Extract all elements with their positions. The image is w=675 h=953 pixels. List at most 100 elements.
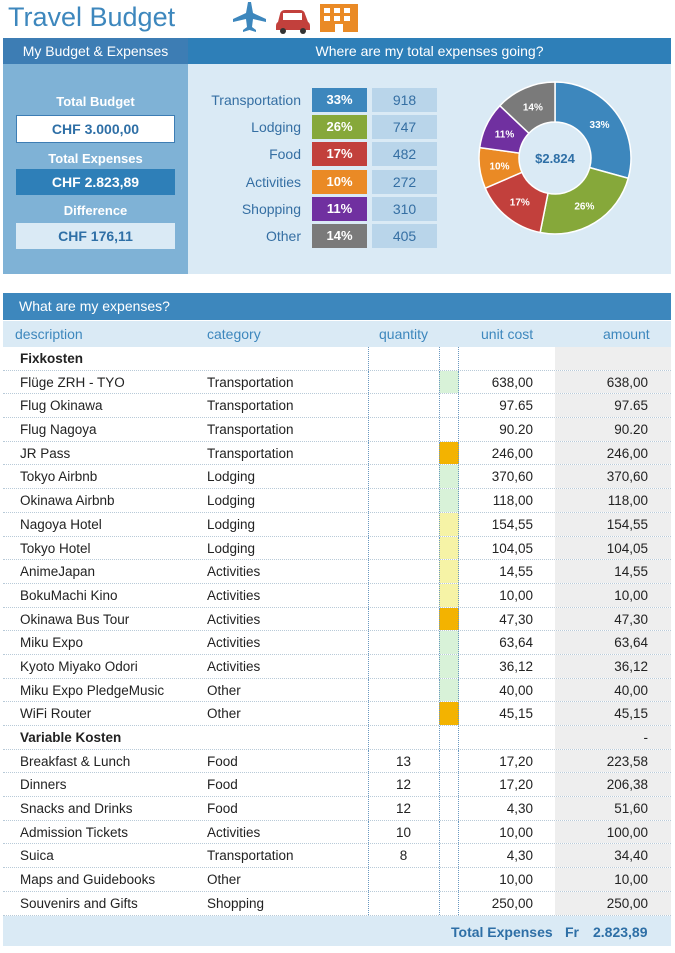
cell-quantity[interactable] (368, 465, 438, 489)
cell-description[interactable]: Miku Expo PledgeMusic (20, 682, 165, 698)
cell-unit-cost[interactable]: 4,30 (506, 848, 533, 864)
cell-quantity[interactable] (368, 631, 438, 654)
cell-amount[interactable]: 223,58 (555, 749, 671, 773)
cell-category[interactable]: Activities (207, 635, 261, 651)
cell-flag[interactable] (439, 370, 459, 394)
cell-amount[interactable]: 10,00 (555, 868, 671, 891)
cell-amount[interactable]: 118,00 (555, 489, 671, 512)
table-row[interactable]: Okinawa Airbnb Lodging 118,00 118,00 (3, 489, 671, 513)
cell-amount[interactable]: 104,05 (555, 536, 671, 560)
cell-quantity[interactable] (368, 607, 438, 631)
table-row[interactable]: JR Pass Transportation 246,00 246,00 (3, 441, 671, 466)
cell-unit-cost[interactable]: 45,15 (499, 706, 533, 722)
cell-category[interactable]: Transportation (207, 398, 294, 414)
table-row[interactable]: Dinners Food 12 17,20 206,38 (3, 773, 671, 798)
cell-description[interactable]: JR Pass (20, 445, 71, 461)
cell-flag[interactable] (439, 773, 459, 797)
cell-category[interactable]: Shopping (207, 895, 265, 911)
cell-description[interactable]: Kyoto Miyako Odori (20, 658, 138, 674)
cell-unit-cost[interactable]: 40,00 (499, 682, 533, 698)
cell-category[interactable]: Activities (207, 658, 261, 674)
cell-flag[interactable] (439, 441, 459, 465)
cell-amount[interactable]: 36,12 (555, 654, 671, 678)
cell-quantity[interactable]: 10 (368, 820, 438, 844)
cell-description[interactable]: Snacks and Drinks (20, 801, 133, 817)
cell-amount[interactable]: 154,55 (555, 512, 671, 536)
cell-flag[interactable] (439, 583, 459, 607)
cell-flag[interactable] (439, 797, 459, 820)
cell-flag[interactable] (439, 465, 459, 489)
cell-flag[interactable] (439, 512, 459, 536)
cell-flag[interactable] (439, 678, 459, 702)
cell-amount[interactable]: 246,00 (555, 441, 671, 465)
cell-quantity[interactable] (368, 868, 438, 891)
cell-unit-cost[interactable]: 154,55 (491, 516, 533, 532)
cell-quantity[interactable] (368, 370, 438, 394)
cell-quantity[interactable] (368, 347, 438, 370)
cell-amount[interactable]: 63,64 (555, 631, 671, 654)
cell-description[interactable]: Flüge ZRH - TYO (20, 374, 125, 390)
cell-unit-cost[interactable]: 370,60 (491, 469, 533, 485)
table-row[interactable]: Suica Transportation 8 4,30 34,40 (3, 844, 671, 869)
cell-category[interactable]: Lodging (207, 516, 256, 532)
cell-quantity[interactable] (368, 536, 438, 560)
cell-quantity[interactable] (368, 560, 438, 583)
cell-description[interactable]: WiFi Router (20, 706, 92, 722)
cell-flag[interactable] (439, 418, 459, 441)
cell-category[interactable]: Activities (207, 824, 261, 840)
table-row[interactable]: Snacks and Drinks Food 12 4,30 51,60 (3, 797, 671, 821)
cell-unit-cost[interactable]: 250,00 (491, 895, 533, 911)
cell-description[interactable]: AnimeJapan (20, 564, 96, 580)
cell-quantity[interactable] (368, 489, 438, 512)
cell-description[interactable]: Flug Okinawa (20, 398, 103, 414)
cell-flag[interactable] (439, 607, 459, 631)
cell-quantity[interactable] (368, 654, 438, 678)
cell-flag[interactable] (439, 536, 459, 560)
cell-amount[interactable]: 34,40 (555, 844, 671, 868)
cell-quantity[interactable] (368, 726, 438, 749)
cell-flag[interactable] (439, 726, 459, 749)
cell-flag[interactable] (439, 820, 459, 844)
cell-unit-cost[interactable]: 638,00 (491, 374, 533, 390)
table-row[interactable]: Miku Expo Activities 63,64 63,64 (3, 631, 671, 655)
cell-flag[interactable] (439, 654, 459, 678)
table-row[interactable]: Flug Okinawa Transportation 97.65 97.65 (3, 394, 671, 419)
cell-quantity[interactable]: 13 (368, 749, 438, 773)
cell-category[interactable]: Activities (207, 564, 261, 580)
cell-flag[interactable] (439, 891, 459, 915)
table-row[interactable]: Flüge ZRH - TYO Transportation 638,00 638,0… (3, 370, 671, 395)
cell-category[interactable]: Lodging (207, 469, 256, 485)
total-budget-value[interactable]: CHF 3.000,00 (16, 115, 175, 143)
cell-description[interactable]: Okinawa Bus Tour (20, 611, 130, 627)
cell-flag[interactable] (439, 560, 459, 583)
cell-flag[interactable] (439, 749, 459, 773)
cell-amount[interactable]: 51,60 (555, 797, 671, 820)
table-row[interactable]: Okinawa Bus Tour Activities 47,30 47,30 (3, 607, 671, 632)
cell-amount[interactable]: 206,38 (555, 773, 671, 797)
cell-category[interactable]: Other (207, 872, 241, 888)
cell-category[interactable]: Food (207, 801, 238, 817)
cell-unit-cost[interactable]: 104,05 (491, 540, 533, 556)
cell-flag[interactable] (439, 844, 459, 868)
cell-unit-cost[interactable]: 10,00 (499, 587, 533, 603)
cell-quantity[interactable] (368, 702, 438, 725)
cell-category[interactable]: Transportation (207, 848, 294, 864)
cell-quantity[interactable]: 12 (368, 773, 438, 797)
cell-description[interactable]: Tokyo Airbnb (20, 469, 98, 485)
cell-description[interactable]: Okinawa Airbnb (20, 493, 115, 509)
cell-quantity[interactable] (368, 891, 438, 915)
cell-flag[interactable] (439, 631, 459, 654)
cell-flag[interactable] (439, 702, 459, 725)
table-row[interactable]: Breakfast & Lunch Food 13 17,20 223,58 (3, 749, 671, 774)
cell-unit-cost[interactable]: 17,20 (499, 753, 533, 769)
cell-unit-cost[interactable]: 63,64 (499, 635, 533, 651)
cell-amount[interactable]: 97.65 (555, 394, 671, 418)
cell-quantity[interactable] (368, 394, 438, 418)
cell-amount[interactable]: 100,00 (555, 820, 671, 844)
cell-category[interactable]: Food (207, 753, 238, 769)
cell-quantity[interactable] (368, 583, 438, 607)
cell-description[interactable]: Admission Tickets (20, 824, 129, 840)
cell-category[interactable]: Other (207, 682, 241, 698)
table-row[interactable]: AnimeJapan Activities 14,55 14,55 (3, 560, 671, 584)
cell-flag[interactable] (439, 868, 459, 891)
